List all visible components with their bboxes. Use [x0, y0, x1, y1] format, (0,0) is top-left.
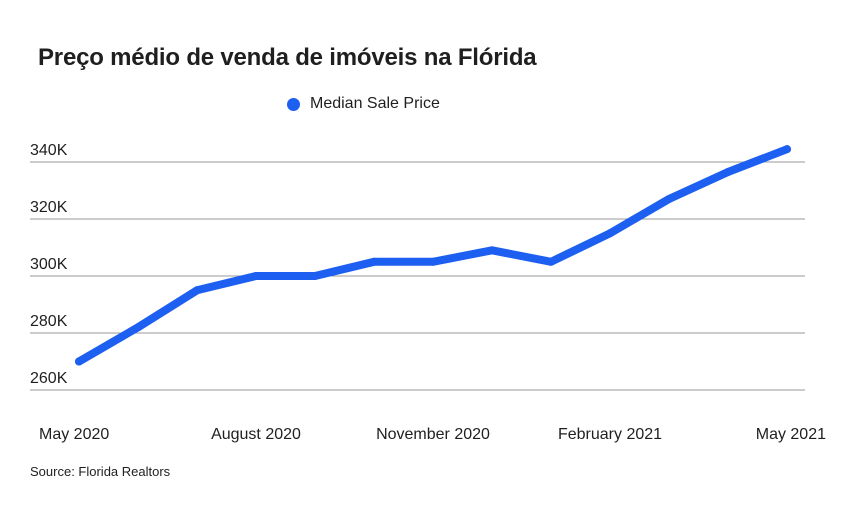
legend-marker [287, 97, 300, 111]
data-point [606, 229, 614, 238]
data-point [665, 195, 673, 204]
legend: Median Sale Price [287, 95, 440, 113]
x-tick-label: February 2021 [558, 426, 662, 443]
data-point [75, 357, 83, 366]
y-tick-label: 260K [30, 370, 68, 387]
data-point [370, 257, 378, 266]
x-tick-label: May 2021 [756, 426, 826, 443]
data-point [252, 272, 260, 280]
x-tick-label: August 2020 [211, 426, 301, 443]
data-point [429, 257, 437, 266]
series-line-median-sale-price [75, 145, 791, 366]
data-point [134, 323, 142, 332]
data-point [783, 145, 791, 154]
x-tick-label: November 2020 [376, 426, 490, 443]
data-point [488, 246, 496, 255]
source-note: Source: Florida Realtors [30, 464, 171, 479]
y-tick-label: 320K [30, 199, 68, 216]
legend-label: Median Sale Price [310, 95, 440, 112]
data-point [193, 286, 201, 295]
y-tick-label: 280K [30, 313, 68, 330]
x-tick-label: May 2020 [39, 426, 109, 443]
y-tick-label: 340K [30, 142, 68, 159]
data-point [724, 167, 732, 176]
y-tick-label: 300K [30, 256, 68, 273]
data-point [311, 272, 319, 280]
data-point [547, 257, 555, 266]
chart-title: Preço médio de venda de imóveis na Flóri… [38, 44, 537, 71]
